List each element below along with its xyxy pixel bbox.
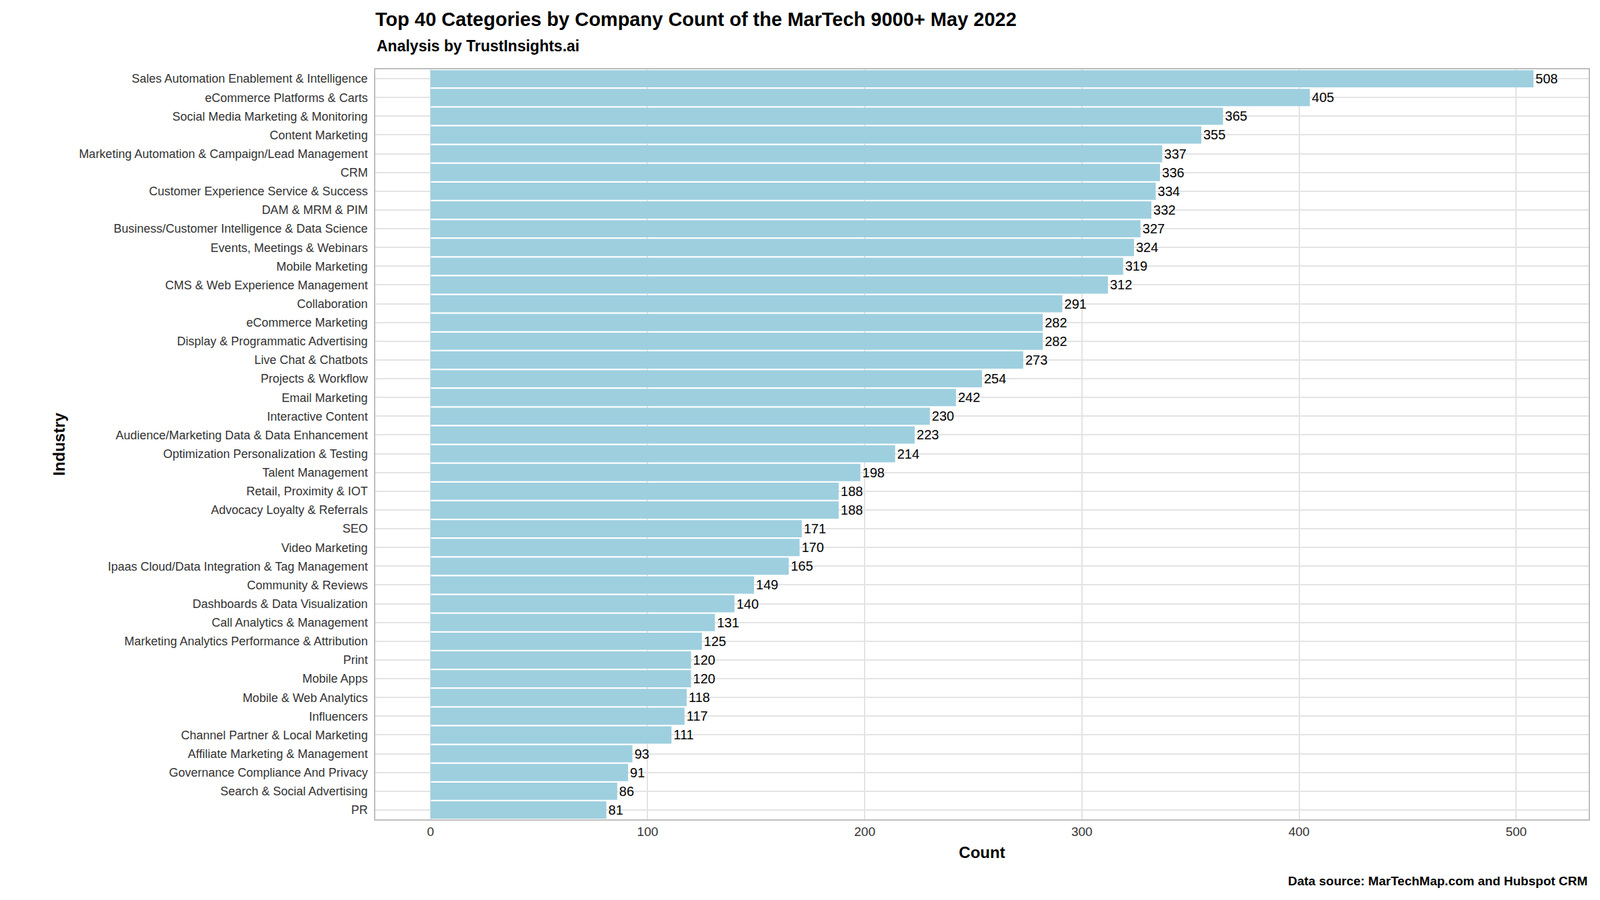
svg-text:DAM & MRM & PIM: DAM & MRM & PIM <box>262 203 368 217</box>
svg-text:242: 242 <box>958 390 980 405</box>
svg-text:Customer Experience Service &: Customer Experience Service & Success <box>149 184 368 198</box>
svg-text:400: 400 <box>1288 824 1310 839</box>
svg-text:300: 300 <box>1071 824 1093 839</box>
svg-text:Sales Automation Enablement &: Sales Automation Enablement & Intelligen… <box>131 72 368 86</box>
svg-text:Marketing Analytics Performanc: Marketing Analytics Performance & Attrib… <box>124 634 368 648</box>
svg-text:Count: Count <box>958 843 1005 862</box>
svg-text:282: 282 <box>1044 315 1067 330</box>
svg-text:188: 188 <box>840 484 863 499</box>
svg-text:355: 355 <box>1203 127 1226 142</box>
svg-text:100: 100 <box>637 824 659 839</box>
svg-text:223: 223 <box>916 427 939 442</box>
svg-text:Influencers: Influencers <box>309 710 368 724</box>
svg-text:SEO: SEO <box>342 522 368 536</box>
svg-text:230: 230 <box>932 408 954 424</box>
svg-text:CRM: CRM <box>340 166 368 180</box>
svg-text:86: 86 <box>619 784 634 799</box>
svg-text:Top 40 Categories by Company C: Top 40 Categories by Company Count of th… <box>375 8 1017 30</box>
svg-text:336: 336 <box>1162 165 1184 180</box>
svg-text:171: 171 <box>804 521 826 536</box>
svg-text:Search & Social Advertising: Search & Social Advertising <box>220 784 368 798</box>
svg-text:Print: Print <box>343 653 368 667</box>
svg-text:Events, Meetings & Webinars: Events, Meetings & Webinars <box>210 240 368 254</box>
svg-text:334: 334 <box>1158 184 1180 199</box>
svg-text:Call Analytics & Management: Call Analytics & Management <box>212 616 368 630</box>
svg-text:337: 337 <box>1164 146 1186 162</box>
svg-text:91: 91 <box>630 765 645 780</box>
svg-text:254: 254 <box>984 371 1006 386</box>
svg-text:eCommerce Marketing: eCommerce Marketing <box>246 316 368 330</box>
svg-text:Display & Programmatic Adverti: Display & Programmatic Advertising <box>177 334 368 348</box>
svg-text:282: 282 <box>1044 334 1067 349</box>
svg-text:508: 508 <box>1535 71 1558 86</box>
svg-text:Interactive Content: Interactive Content <box>267 410 368 424</box>
svg-text:149: 149 <box>756 577 778 592</box>
svg-text:Optimization Personalization &: Optimization Personalization & Testing <box>163 447 368 461</box>
svg-text:170: 170 <box>801 540 824 555</box>
svg-text:93: 93 <box>634 746 650 762</box>
svg-text:120: 120 <box>693 652 716 668</box>
svg-text:PR: PR <box>351 803 368 817</box>
svg-text:CMS & Web Experience Managemen: CMS & Web Experience Management <box>165 278 368 292</box>
svg-text:Ipaas Cloud/Data Integration &: Ipaas Cloud/Data Integration & Tag Manag… <box>108 560 368 574</box>
svg-text:Talent Management: Talent Management <box>262 466 368 480</box>
svg-text:eCommerce Platforms & Carts: eCommerce Platforms & Carts <box>205 90 368 104</box>
svg-text:Content Marketing: Content Marketing <box>270 128 368 142</box>
svg-text:Community & Reviews: Community & Reviews <box>247 578 368 592</box>
svg-text:198: 198 <box>862 465 885 480</box>
svg-text:118: 118 <box>688 690 710 705</box>
svg-text:81: 81 <box>608 802 624 818</box>
svg-text:Channel Partner & Local Market: Channel Partner & Local Marketing <box>180 728 368 742</box>
svg-text:120: 120 <box>693 671 716 686</box>
svg-text:0: 0 <box>426 824 434 839</box>
svg-text:Video Marketing: Video Marketing <box>281 540 368 554</box>
svg-text:214: 214 <box>897 446 920 462</box>
svg-text:Live Chat & Chatbots: Live Chat & Chatbots <box>254 353 368 367</box>
svg-text:324: 324 <box>1136 240 1158 255</box>
svg-text:Retail, Proximity & IOT: Retail, Proximity & IOT <box>246 484 368 498</box>
svg-text:319: 319 <box>1125 258 1148 274</box>
svg-text:365: 365 <box>1225 108 1248 124</box>
svg-text:327: 327 <box>1142 221 1165 236</box>
svg-text:Mobile & Web Analytics: Mobile & Web Analytics <box>242 690 368 704</box>
svg-text:Social Media Marketing & Monit: Social Media Marketing & Monitoring <box>172 110 368 124</box>
svg-text:Audience/Marketing Data & Data: Audience/Marketing Data & Data Enhanceme… <box>115 428 368 442</box>
svg-text:Analysis by TrustInsights.ai: Analysis by TrustInsights.ai <box>376 37 580 55</box>
svg-text:Governance Compliance And Priv: Governance Compliance And Privacy <box>168 766 368 780</box>
svg-text:165: 165 <box>790 558 813 574</box>
svg-text:Data source: MarTechMap.com an: Data source: MarTechMap.com and Hubspot … <box>1288 874 1588 888</box>
svg-text:Advocacy Loyalty & Referrals: Advocacy Loyalty & Referrals <box>211 503 368 517</box>
svg-text:Industry: Industry <box>50 412 68 476</box>
svg-text:111: 111 <box>673 727 694 742</box>
svg-text:131: 131 <box>716 615 739 630</box>
svg-text:Email Marketing: Email Marketing <box>282 390 368 404</box>
svg-text:405: 405 <box>1312 90 1334 105</box>
svg-text:Business/Customer Intelligence: Business/Customer Intelligence & Data Sc… <box>113 222 368 236</box>
svg-text:117: 117 <box>686 708 708 724</box>
svg-text:125: 125 <box>704 634 726 649</box>
svg-text:Dashboards & Data Visualizatio: Dashboards & Data Visualization <box>192 597 368 611</box>
svg-text:332: 332 <box>1153 202 1176 218</box>
svg-text:Affiliate Marketing & Manageme: Affiliate Marketing & Management <box>188 747 368 761</box>
svg-text:140: 140 <box>736 596 759 612</box>
svg-text:273: 273 <box>1025 352 1048 368</box>
svg-text:Mobile Apps: Mobile Apps <box>302 672 368 686</box>
svg-text:312: 312 <box>1110 277 1132 292</box>
svg-text:200: 200 <box>854 824 876 839</box>
svg-text:Mobile Marketing: Mobile Marketing <box>276 260 368 274</box>
svg-text:Projects & Workflow: Projects & Workflow <box>260 372 369 386</box>
svg-text:500: 500 <box>1505 824 1527 839</box>
svg-text:Marketing Automation & Campaig: Marketing Automation & Campaign/Lead Man… <box>78 147 368 161</box>
svg-text:Collaboration: Collaboration <box>297 297 368 311</box>
svg-text:291: 291 <box>1064 296 1087 312</box>
svg-text:188: 188 <box>840 502 863 518</box>
